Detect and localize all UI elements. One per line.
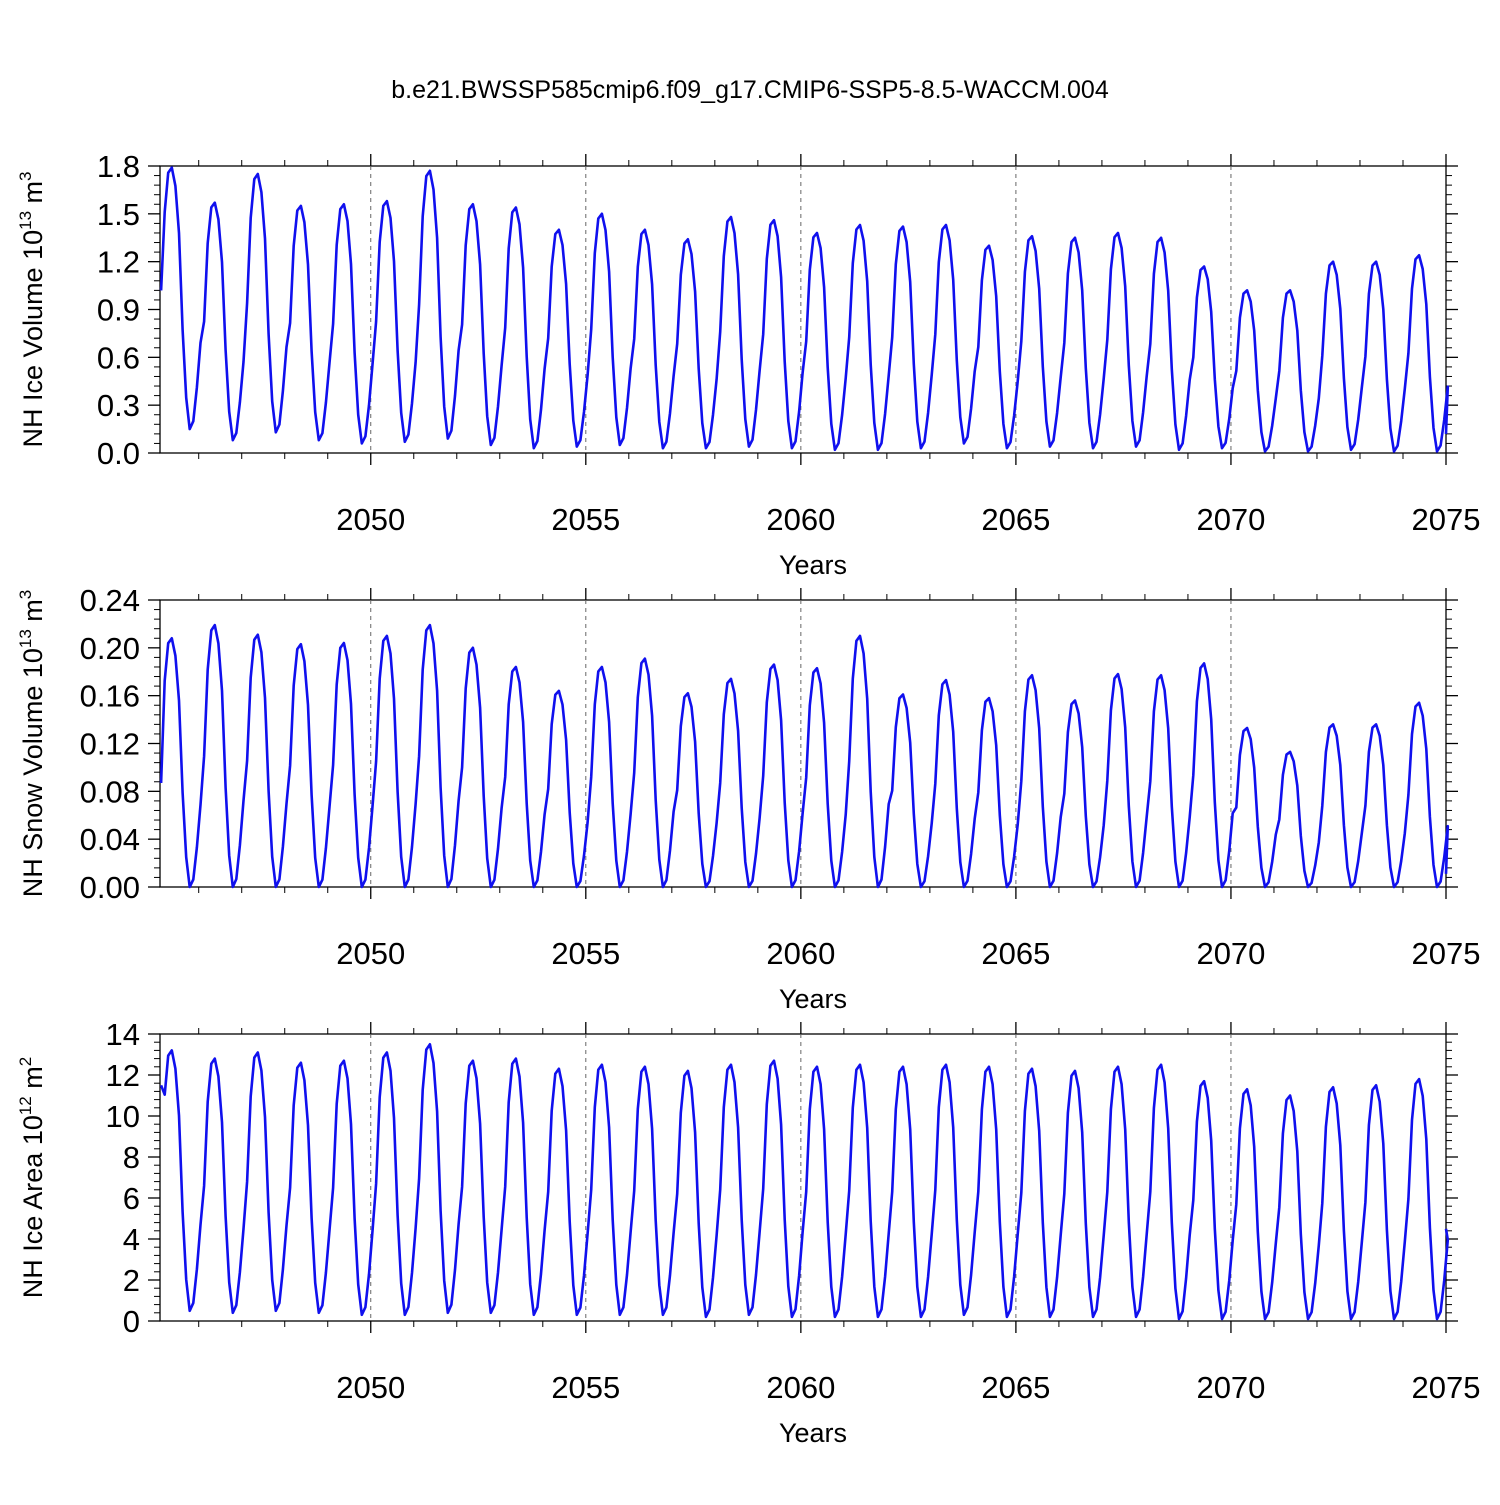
x-tick-label: 2070: [1196, 1370, 1265, 1405]
x-tick-label: 2065: [981, 1370, 1050, 1405]
x-tick-label: 2060: [766, 502, 835, 537]
y-axis-label: NH Snow Volume 1013 m3: [16, 590, 48, 898]
y-tick-label: 0.08: [80, 774, 140, 809]
x-tick-label: 2050: [336, 936, 405, 971]
x-tick-label: 2065: [981, 936, 1050, 971]
y-tick-label: 0.3: [97, 388, 140, 423]
y-tick-label: 12: [106, 1058, 140, 1093]
y-tick-label: 1.8: [97, 149, 140, 184]
y-tick-label: 0.04: [80, 822, 140, 857]
y-tick-label: 0.00: [80, 870, 140, 905]
x-tick-label: 2050: [336, 502, 405, 537]
y-tick-label: 4: [123, 1222, 140, 1257]
x-tick-label: 2055: [551, 936, 620, 971]
x-tick-label: 2055: [551, 502, 620, 537]
y-tick-label: 0.24: [80, 583, 140, 618]
plot-frame: [159, 1033, 1447, 1322]
chart-panel-3: 2050 2055 2060 2065 2070 2075 0 2 4 6 8 10 12 14 Years…: [16, 1017, 1480, 1448]
x-tick-label: 2050: [336, 1370, 405, 1405]
y-tick-label: 0: [123, 1304, 140, 1339]
y-tick-label: 1.5: [97, 197, 140, 232]
y-axis-label: NH Ice Volume 1013 m3: [16, 172, 48, 448]
x-tick-label: 2065: [981, 502, 1050, 537]
y-tick-label: 10: [106, 1099, 140, 1134]
x-tick-label: 2060: [766, 936, 835, 971]
y-tick-label: 8: [123, 1140, 140, 1175]
y-tick-label: 6: [123, 1181, 140, 1216]
figure-title: b.e21.BWSSP585cmip6.f09_g17.CMIP6-SSP5-8…: [391, 76, 1109, 104]
chart-panel-2: 2050 2055 2060 2065 2070 2075 0.00 0.04 0.08 0.12…: [16, 583, 1480, 1014]
y-tick-label: 2: [123, 1263, 140, 1298]
series-line: [159, 623, 1450, 889]
x-tick-label: 2075: [1412, 936, 1481, 971]
y-tick-label: 0.20: [80, 631, 140, 666]
x-tick-label: 2075: [1412, 502, 1481, 537]
x-tick-label: 2070: [1196, 502, 1265, 537]
series-line: [159, 166, 1450, 453]
x-axis-label: Years: [779, 1418, 847, 1448]
x-tick-label: 2055: [551, 1370, 620, 1405]
x-tick-label: 2060: [766, 1370, 835, 1405]
y-tick-label: 14: [106, 1017, 140, 1052]
x-tick-label: 2075: [1412, 1370, 1481, 1405]
y-tick-label: 0.12: [80, 727, 140, 762]
chart-panel-1: 2050 2055 2060 2065 2070 2075 0.0 0.3 0.6 0.9 1.2 1…: [16, 149, 1480, 580]
series-line: [159, 1043, 1450, 1321]
y-tick-label: 0.16: [80, 679, 140, 714]
x-tick-label: 2070: [1196, 936, 1265, 971]
y-tick-label: 1.2: [97, 245, 140, 280]
y-tick-label: 0.9: [97, 293, 140, 328]
x-axis-label: Years: [779, 984, 847, 1014]
y-axis-label: NH Ice Area 1012 m2: [16, 1057, 48, 1298]
y-tick-label: 0.0: [97, 436, 140, 471]
x-axis-label: Years: [779, 550, 847, 580]
y-tick-label: 0.6: [97, 340, 140, 375]
